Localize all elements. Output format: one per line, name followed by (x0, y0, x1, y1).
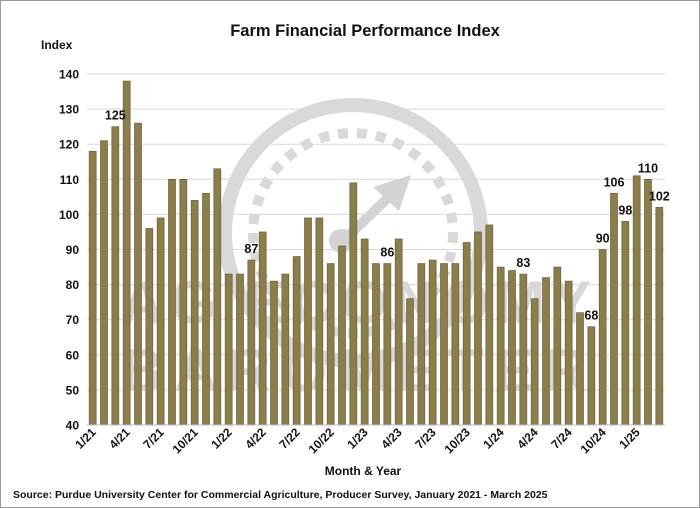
chart-title: Farm Financial Performance Index (230, 22, 500, 40)
y-tick-label: 50 (66, 383, 80, 397)
bar (213, 168, 222, 426)
bar (360, 238, 369, 426)
y-tick-label: 80 (66, 278, 80, 292)
bar (247, 259, 256, 426)
y-tick-label: 110 (60, 173, 80, 187)
x-tick-label: 4/24 (514, 425, 541, 452)
y-tick-label: 60 (66, 348, 80, 362)
bar (349, 182, 358, 426)
x-tick-label: 7/23 (412, 425, 439, 452)
bar (338, 245, 346, 426)
bar (134, 122, 142, 426)
bar (236, 273, 244, 426)
bar (258, 231, 267, 426)
bars (88, 80, 664, 426)
bar (417, 263, 426, 426)
bar (496, 266, 505, 426)
bar (383, 263, 392, 426)
bar (621, 221, 630, 426)
bar (508, 270, 516, 426)
bar (326, 263, 335, 426)
bar (553, 266, 562, 426)
data-label: 106 (604, 175, 625, 189)
x-tick-label: 4/21 (106, 425, 133, 452)
y-tick-label: 140 (59, 68, 79, 82)
bar (270, 280, 278, 426)
x-tick-label: 1/22 (208, 425, 235, 452)
x-tick-label: 1/23 (344, 425, 371, 452)
source-note: Source: Purdue University Center for Com… (13, 489, 548, 501)
bar (202, 193, 210, 426)
bar (462, 242, 471, 426)
bar (610, 193, 618, 426)
data-label: 110 (638, 161, 658, 175)
y-tick-label: 100 (59, 208, 79, 222)
bar (564, 280, 573, 426)
data-label: 98 (618, 203, 632, 217)
bar (145, 228, 154, 426)
bar (644, 179, 652, 426)
data-label: 83 (516, 256, 530, 270)
x-tick-label: 10/22 (306, 425, 337, 456)
y-tick-label: 40 (66, 419, 80, 433)
data-label: 86 (380, 246, 394, 260)
y-tick-label: 90 (66, 243, 80, 257)
bar (519, 273, 528, 426)
bar (440, 263, 448, 426)
data-label: 87 (244, 242, 258, 256)
x-tick-label: 10/24 (578, 425, 609, 456)
bar (632, 175, 641, 426)
x-tick-label: 7/22 (276, 425, 303, 452)
x-tick-label: 1/25 (616, 425, 643, 452)
bar (451, 263, 460, 426)
bar (406, 298, 414, 426)
y-axis-label: Index (41, 38, 73, 52)
y-tick-label: 70 (66, 313, 80, 327)
bar (304, 217, 312, 426)
data-label: 68 (584, 309, 598, 323)
x-tick-label: 10/23 (442, 425, 473, 456)
bar (598, 249, 607, 426)
bar (224, 273, 233, 426)
gauge-hub (329, 229, 353, 253)
bar (474, 231, 482, 426)
bar (576, 312, 584, 426)
bar (168, 179, 176, 426)
bar (542, 277, 550, 426)
y-tick-label: 130 (59, 103, 79, 117)
x-tick-label: 4/22 (242, 425, 269, 452)
bar (428, 259, 437, 426)
bar (394, 238, 403, 426)
bar (315, 217, 324, 426)
gauge-needle-head (373, 175, 411, 211)
bar (88, 150, 97, 426)
data-labels: 125 87 86 83 68 90 106 98 110 102 (105, 109, 670, 323)
x-tick-label: 4/23 (378, 425, 405, 452)
data-label: 102 (649, 189, 670, 203)
bar (100, 140, 108, 426)
bar (179, 179, 188, 426)
bar (111, 126, 120, 426)
bar (281, 273, 290, 426)
bar (156, 217, 165, 426)
x-tick-label: 7/24 (548, 425, 575, 452)
data-label: 125 (105, 109, 126, 123)
bar (122, 80, 131, 426)
bar (292, 256, 301, 426)
x-tick-label: 1/24 (480, 425, 507, 452)
y-tick-label: 120 (59, 138, 79, 152)
bar (485, 224, 494, 426)
x-tick-label: 10/21 (170, 425, 201, 456)
x-axis-label: Month & Year (325, 464, 402, 478)
bar (372, 263, 380, 426)
bar (655, 207, 664, 426)
bar (587, 326, 596, 426)
data-label: 90 (596, 232, 610, 246)
x-tick-label: 7/21 (140, 425, 167, 452)
bar (190, 200, 199, 426)
bar (530, 298, 539, 426)
